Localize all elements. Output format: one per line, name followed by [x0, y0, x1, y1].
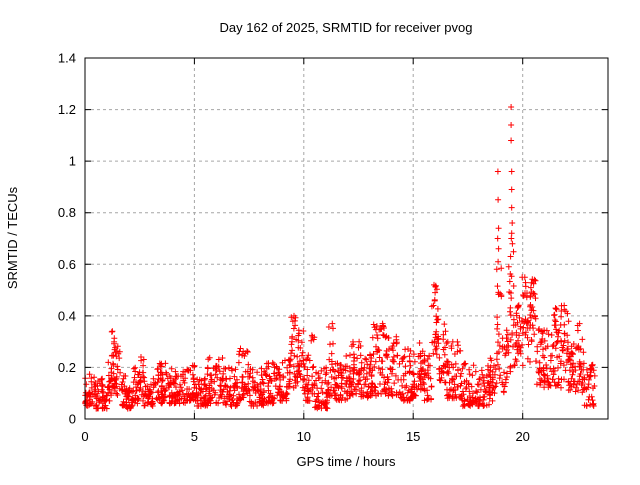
x-axis-label: GPS time / hours — [297, 454, 396, 469]
tick-labels: 0 5 10 15 20 0 0.2 0.4 0.6 0.8 1 1.2 1.4 — [58, 51, 530, 445]
x-tick-label: 20 — [515, 429, 529, 444]
scatter-marker-path — [82, 104, 598, 412]
plot-frame — [84, 57, 609, 420]
chart-title: Day 162 of 2025, SRMTID for receiver pvo… — [220, 20, 473, 35]
y-tick-label: 0 — [69, 412, 76, 427]
x-tick-label: 5 — [191, 429, 198, 444]
y-tick-label: 0.6 — [58, 257, 76, 272]
y-tick-label: 0.2 — [58, 360, 76, 375]
y-axis-label: SRMTID / TECUs — [5, 186, 20, 289]
gridline-path — [85, 58, 608, 419]
y-tick-label: 0.8 — [58, 205, 76, 220]
y-tick-label: 1.2 — [58, 102, 76, 117]
x-tick-label: 15 — [406, 429, 420, 444]
y-tick-label: 0.4 — [58, 308, 76, 323]
x-tick-label: 0 — [81, 429, 88, 444]
y-tick-label: 1.4 — [58, 51, 76, 66]
gridlines — [85, 58, 608, 419]
x-tick-label: 10 — [297, 429, 311, 444]
scatter-points — [82, 104, 598, 412]
y-tick-label: 1 — [69, 154, 76, 169]
